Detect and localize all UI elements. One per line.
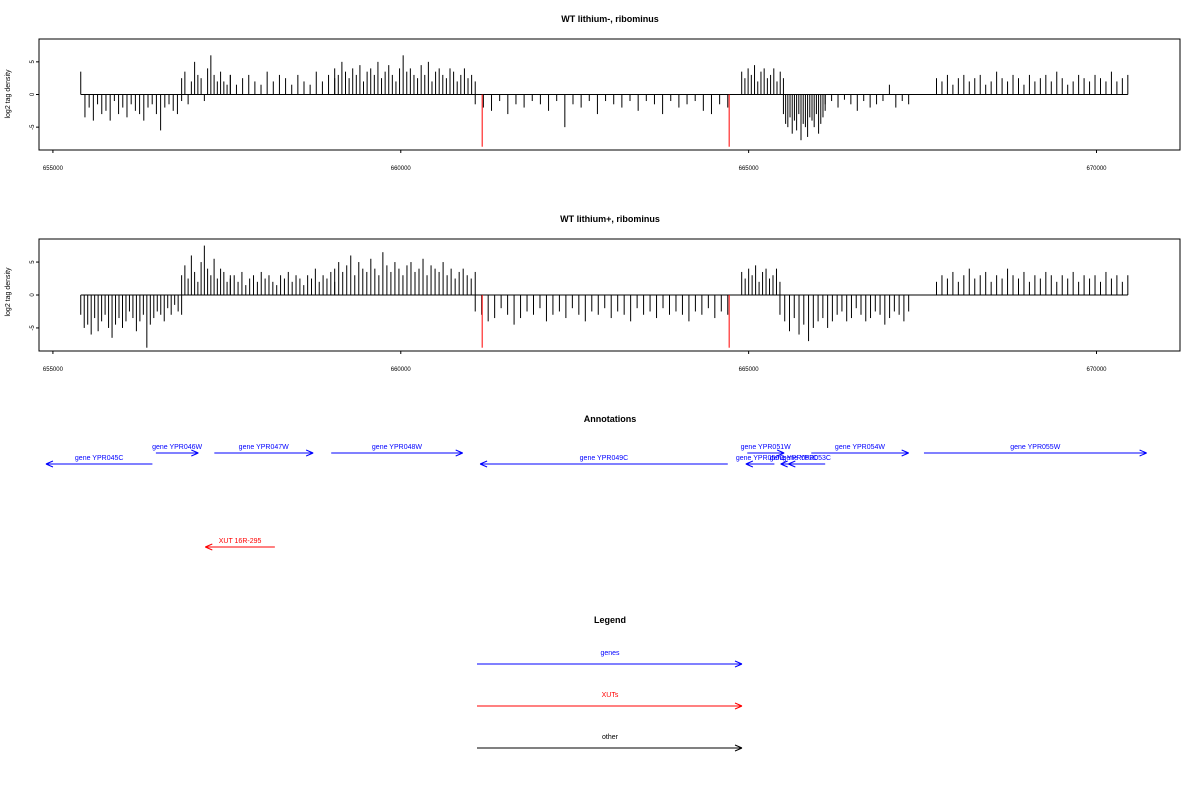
feature-arrow-head — [788, 460, 796, 465]
y-tick-label: 0 — [30, 92, 36, 96]
feature-label: XUT 16R-295 — [219, 538, 262, 545]
feature-arrow-head — [305, 452, 314, 457]
x-tick-label: 670000 — [1086, 367, 1107, 373]
feature-label: gene YPR053C — [782, 455, 831, 462]
legend-arrow-head — [734, 705, 743, 710]
annotation-feature: gene YPR053C — [782, 455, 831, 468]
legend: Legend genes XUTs other — [477, 615, 743, 752]
y-axis-label: log2 tag density — [5, 69, 12, 119]
feature-arrow-head — [479, 463, 488, 468]
y-axis-label: log2 tag density — [5, 267, 12, 317]
density-bars — [80, 245, 1129, 348]
annotation-feature: gene YPR051W — [741, 444, 791, 457]
feature-arrow-head — [780, 463, 788, 468]
feature-arrow-head — [191, 452, 199, 457]
annotation-features: gene YPR045C gene YPR046W gene YPR047W gene… — [45, 444, 1147, 551]
density-bars — [80, 55, 1129, 141]
feature-label: gene YPR052C — [770, 455, 819, 462]
panel-lithium-plus: WT lithium+, ribominus log2 tag density … — [5, 214, 1181, 373]
legend-label: XUTs — [602, 692, 619, 699]
feature-arrow-head — [455, 449, 463, 454]
annotation-feature: gene YPR054W — [811, 444, 909, 457]
legend-items: genes XUTs other — [477, 650, 743, 752]
x-tick-label: 660000 — [391, 166, 412, 172]
feature-arrow-head — [901, 449, 909, 454]
feature-label: gene YPR045C — [75, 455, 124, 462]
y-tick-label: -5 — [30, 325, 36, 331]
legend-title: Legend — [594, 615, 626, 625]
x-tick-label: 665000 — [739, 367, 760, 373]
y-axis: 5 0 -5 — [30, 260, 39, 331]
feature-label: gene YPR049C — [580, 455, 629, 462]
annotation-feature: XUT 16R-295 — [205, 538, 275, 551]
feature-arrow-head — [1139, 452, 1147, 457]
x-tick-label: 665000 — [739, 166, 760, 172]
legend-arrow-head — [734, 663, 743, 668]
feature-arrow-head — [776, 452, 785, 457]
feature-arrow-head — [45, 463, 54, 468]
legend-arrow-head — [734, 747, 743, 752]
legend-item: XUTs — [477, 692, 743, 710]
x-tick-label: 670000 — [1086, 166, 1107, 172]
y-axis: 5 0 -5 — [30, 60, 39, 130]
annotations-title: Annotations — [584, 414, 637, 424]
x-axis: 655000 660000 665000 670000 — [43, 150, 1107, 172]
legend-arrow-head — [734, 744, 743, 749]
x-tick-label: 655000 — [43, 367, 64, 373]
legend-label: other — [602, 734, 619, 741]
legend-item: genes — [477, 650, 743, 668]
feature-arrow-head — [205, 543, 213, 548]
annotation-feature: gene YPR050C — [736, 455, 785, 468]
feature-label: gene YPR046W — [152, 444, 202, 451]
feature-arrow-head — [745, 463, 754, 468]
panel-lithium-minus: WT lithium-, ribominus log2 tag density … — [5, 14, 1181, 172]
red-markers — [481, 94, 730, 147]
y-tick-label: 5 — [30, 60, 36, 64]
y-tick-label: 5 — [30, 260, 36, 264]
feature-arrow-head — [1139, 449, 1147, 454]
panel-title: WT lithium-, ribominus — [561, 14, 659, 24]
feature-arrow-head — [45, 460, 54, 465]
feature-arrow-head — [745, 460, 754, 465]
legend-label: genes — [600, 650, 620, 657]
legend-arrow-head — [734, 702, 743, 707]
feature-label: gene YPR048W — [372, 444, 422, 451]
feature-label: gene YPR055W — [1010, 444, 1060, 451]
feature-arrow-head — [901, 452, 909, 457]
feature-arrow-head — [780, 460, 788, 465]
feature-arrow-head — [776, 449, 785, 454]
annotation-feature: gene YPR049C — [479, 455, 728, 468]
panel-title: WT lithium+, ribominus — [560, 214, 660, 224]
legend-item: other — [477, 734, 743, 752]
annotation-feature: gene YPR045C — [45, 455, 153, 468]
feature-label: gene YPR050C — [736, 455, 785, 462]
annotation-feature: gene YPR046W — [152, 444, 203, 457]
annotation-feature: gene YPR048W — [331, 444, 463, 457]
annotation-feature: gene YPR055W — [923, 444, 1147, 457]
feature-arrow-head — [479, 460, 488, 465]
legend-arrow-head — [734, 660, 743, 665]
feature-label: gene YPR054W — [835, 444, 885, 451]
feature-arrow-head — [455, 452, 463, 457]
x-tick-label: 655000 — [43, 166, 64, 172]
feature-arrow-head — [205, 546, 213, 551]
red-markers — [481, 295, 730, 348]
feature-label: gene YPR047W — [239, 444, 289, 451]
feature-arrow-head — [305, 449, 314, 454]
feature-arrow-head — [788, 463, 796, 468]
feature-arrow-head — [191, 449, 199, 454]
x-axis: 655000 660000 665000 670000 — [43, 351, 1107, 373]
x-tick-label: 660000 — [391, 367, 412, 373]
annotation-feature: gene YPR047W — [214, 444, 314, 457]
y-tick-label: 0 — [30, 293, 36, 297]
feature-label: gene YPR051W — [741, 444, 791, 451]
y-tick-label: -5 — [30, 124, 36, 130]
